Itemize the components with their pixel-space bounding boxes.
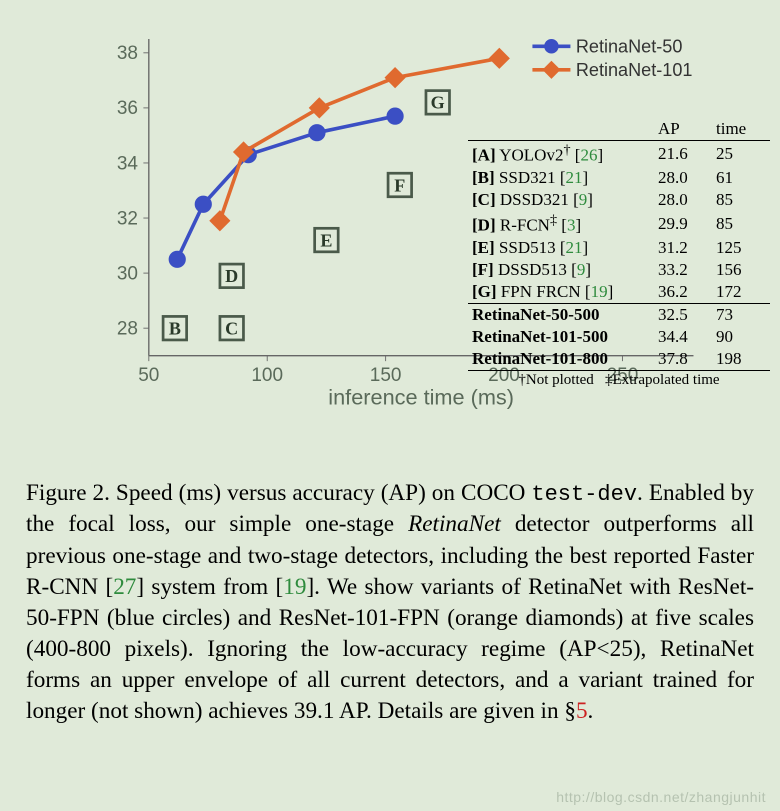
svg-text:G: G bbox=[431, 93, 445, 113]
svg-text:28: 28 bbox=[117, 319, 138, 340]
svg-text:32: 32 bbox=[117, 208, 138, 229]
svg-text:34: 34 bbox=[117, 153, 139, 174]
svg-text:30: 30 bbox=[117, 263, 138, 284]
results-table: APtime[A] YOLOv2† [26]21.625[B] SSD321 [… bbox=[468, 118, 770, 391]
svg-text:50: 50 bbox=[138, 365, 159, 386]
caption-ital: RetinaNet bbox=[408, 511, 501, 537]
svg-text:36: 36 bbox=[117, 98, 138, 119]
caption-t1: . Speed (ms) versus accuracy (AP) on COC… bbox=[104, 480, 531, 506]
svg-text:F: F bbox=[394, 175, 405, 195]
figure-container: 50100150200250283032343638inference time… bbox=[0, 0, 780, 811]
svg-text:RetinaNet-101: RetinaNet-101 bbox=[576, 60, 693, 80]
svg-text:D: D bbox=[225, 266, 238, 286]
svg-text:38: 38 bbox=[117, 43, 138, 64]
figure-caption: Figure 2. Speed (ms) versus accuracy (AP… bbox=[26, 478, 754, 727]
watermark: http://blog.csdn.net/zhangjunhit bbox=[556, 789, 766, 805]
caption-cite1: 27 bbox=[113, 574, 136, 600]
svg-text:RetinaNet-50: RetinaNet-50 bbox=[576, 37, 683, 57]
caption-cite2: 19 bbox=[283, 574, 306, 600]
caption-mono: test-dev bbox=[531, 482, 637, 507]
svg-text:C: C bbox=[225, 319, 238, 339]
caption-sec: 5 bbox=[576, 698, 588, 724]
svg-text:E: E bbox=[320, 230, 332, 250]
caption-figlabel: Figure 2 bbox=[26, 480, 104, 506]
svg-text:B: B bbox=[169, 319, 181, 339]
svg-text:150: 150 bbox=[370, 365, 402, 386]
svg-text:100: 100 bbox=[251, 365, 283, 386]
caption-t6: . bbox=[588, 698, 594, 724]
caption-t4: ] system from [ bbox=[136, 574, 283, 600]
